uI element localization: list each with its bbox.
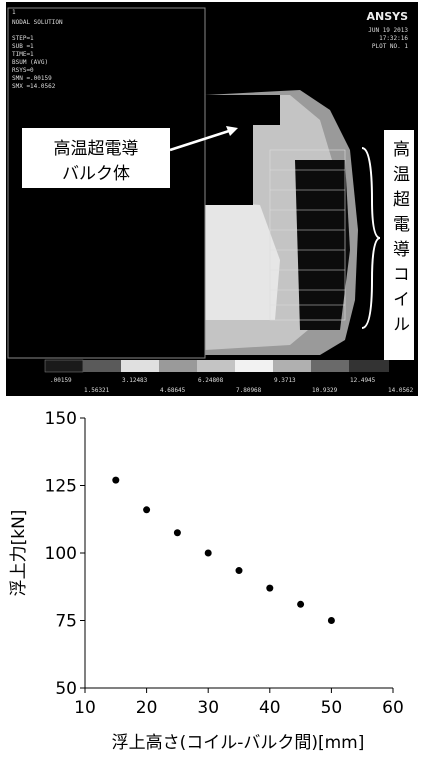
colorbar-label: 6.24808 bbox=[198, 377, 224, 384]
point bbox=[205, 550, 212, 557]
info-line: SMX =14.0562 bbox=[12, 83, 56, 90]
colorbar-label: 3.12483 bbox=[122, 377, 148, 384]
date-line: PLOT NO. 1 bbox=[372, 43, 409, 50]
x-tick-label: 30 bbox=[197, 698, 219, 718]
y-tick-label: 75 bbox=[55, 612, 77, 632]
x-tick-label: 50 bbox=[321, 698, 343, 718]
date-line: JUN 19 2013 bbox=[368, 27, 408, 34]
point bbox=[143, 506, 150, 513]
colorbar-label: 7.80968 bbox=[236, 387, 262, 394]
logo: ANSYS bbox=[366, 10, 408, 23]
point bbox=[266, 585, 273, 592]
x-axis-label: 浮上高さ(コイル-バルク間)[mm] bbox=[112, 733, 365, 753]
colorbar-label: .00159 bbox=[50, 377, 72, 384]
colorbar bbox=[45, 360, 389, 372]
info-line: SMN =.00159 bbox=[12, 75, 52, 82]
colorbar-label: 10.9329 bbox=[312, 387, 338, 394]
y-tick-label: 100 bbox=[45, 544, 77, 564]
coil-label: 高温超電導コイル bbox=[389, 140, 410, 340]
page: 1 NODAL SOLUTION STEP=1 SUB =1 TIME=1 BS… bbox=[0, 0, 424, 760]
info-line: TIME=1 bbox=[12, 51, 34, 58]
point bbox=[112, 477, 119, 484]
point bbox=[328, 617, 335, 624]
date-line: 17:32:16 bbox=[379, 35, 408, 42]
point bbox=[297, 601, 304, 608]
colorbar-label: 9.3713 bbox=[274, 377, 296, 384]
y-tick-label: 125 bbox=[45, 477, 77, 497]
bulk-label: 高温超電導 bbox=[54, 139, 139, 159]
chart: 浮上高さ(コイル-バルク間)[mm] 浮上力[kN] 50 75 100 125 150… bbox=[9, 409, 404, 753]
info-line: BSUM (AVG) bbox=[12, 59, 48, 66]
colorbar-label: 14.0562 bbox=[388, 387, 414, 394]
colorbar-label: 12.4945 bbox=[350, 377, 376, 384]
info-line: SUB =1 bbox=[12, 43, 34, 50]
x-tick-label: 60 bbox=[382, 698, 404, 718]
plot-number: 1 bbox=[12, 9, 16, 16]
info-line: RSYS=0 bbox=[12, 67, 34, 74]
colorbar-label: 1.56321 bbox=[84, 387, 110, 394]
y-axis-label: 浮上力[kN] bbox=[9, 510, 29, 597]
x-tick-label: 20 bbox=[136, 698, 158, 718]
x-tick-label: 10 bbox=[74, 698, 96, 718]
bulk-label: バルク体 bbox=[62, 164, 130, 184]
x-tick-label: 40 bbox=[259, 698, 281, 718]
point bbox=[174, 529, 181, 536]
point bbox=[236, 567, 243, 574]
field-region bbox=[295, 160, 350, 330]
info-line: NODAL SOLUTION bbox=[12, 19, 63, 26]
colorbar-label: 4.68645 bbox=[160, 387, 186, 394]
y-tick-label: 50 bbox=[55, 679, 77, 699]
y-tick-label: 150 bbox=[45, 409, 77, 429]
simulation-image: 1 NODAL SOLUTION STEP=1 SUB =1 TIME=1 BS… bbox=[6, 2, 418, 396]
bulk-shape bbox=[205, 95, 280, 125]
figure: 1 NODAL SOLUTION STEP=1 SUB =1 TIME=1 BS… bbox=[0, 0, 424, 760]
info-line: STEP=1 bbox=[12, 35, 34, 42]
